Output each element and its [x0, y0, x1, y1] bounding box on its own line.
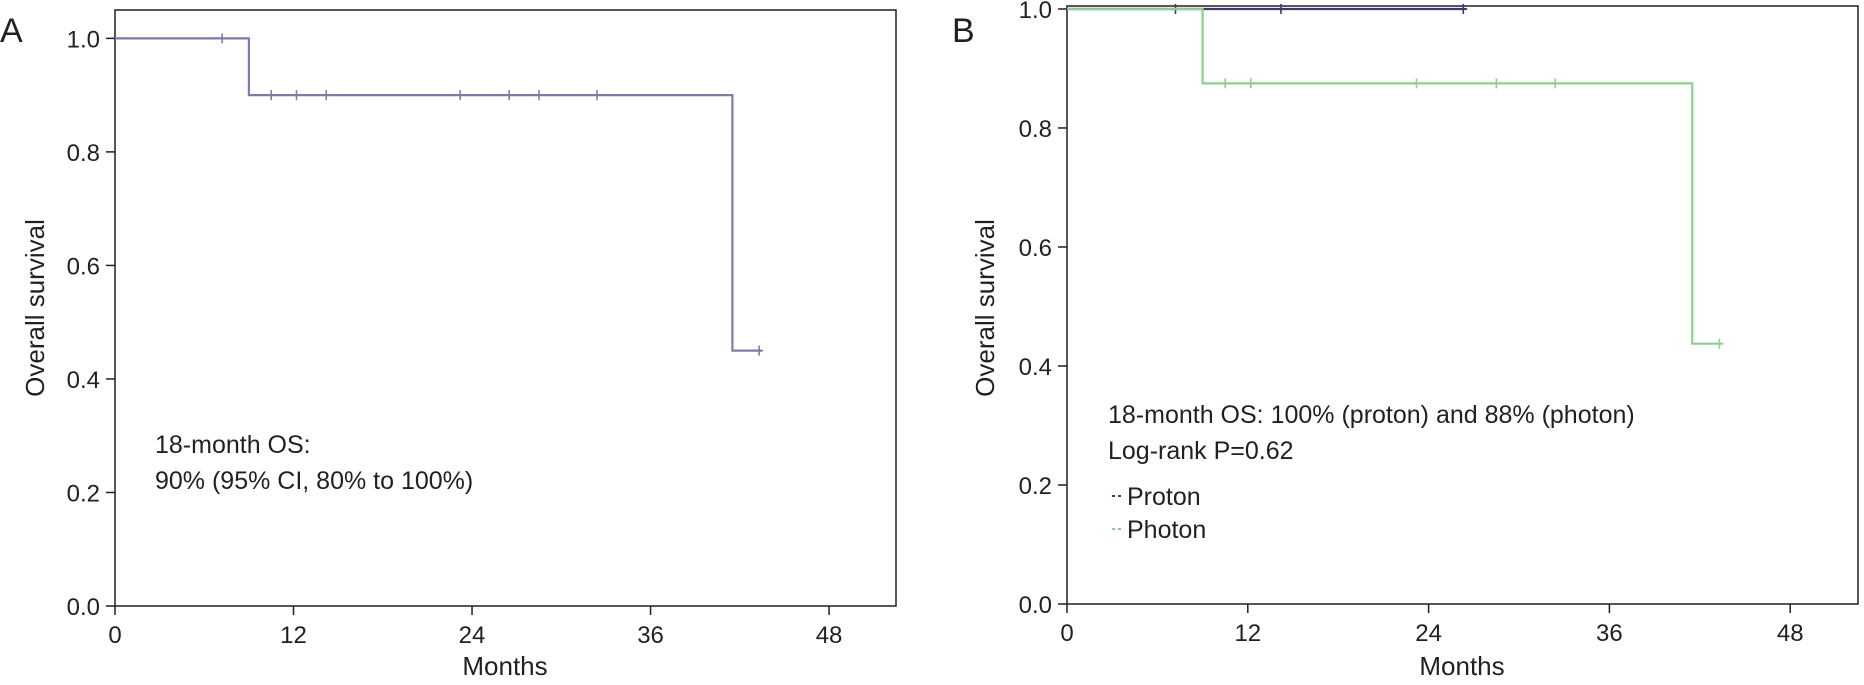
panel-a: A 0 12 24 36 48 0.0 0.2 0.4 0.6 0.8 1.0 Months Ove…: [0, 9, 897, 681]
axes-b: 0 12 24 36 48 0.0 0.2 0.4 0.6 0.8 1.0: [1019, 0, 1804, 647]
y-tick-label: 0.4: [67, 367, 100, 394]
annotation-a-line1: 18-month OS:: [155, 431, 311, 459]
y-tick-label: 0.2: [1019, 473, 1052, 500]
annotation-b-line1: 18-month OS: 100% (proton) and 88% (phot…: [1108, 401, 1635, 429]
y-tick-label: 0.8: [67, 140, 100, 167]
x-tick-label: 24: [1415, 620, 1442, 647]
x-axis-label-a: Months: [462, 651, 547, 680]
y-tick-label: 1.0: [67, 26, 100, 53]
survival-curve-a-0: [115, 37, 763, 352]
x-axis-label-b: Months: [1419, 651, 1504, 680]
annotation-b-line2: Log-rank P=0.62: [1108, 437, 1294, 465]
legend-label-proton: Proton: [1127, 483, 1201, 511]
x-tick-label: 12: [280, 622, 307, 649]
legend: Proton Photon: [1112, 483, 1206, 544]
x-tick-label: 48: [1777, 620, 1804, 647]
x-tick-label: 48: [816, 622, 843, 649]
panel-label-b: B: [952, 12, 975, 50]
survival-curve-b-1: [1067, 7, 1723, 345]
y-tick-label: 0.0: [1019, 592, 1052, 619]
y-axis-label-b: Overall survival: [970, 219, 1000, 397]
y-tick-label: 0.4: [1019, 354, 1052, 381]
y-axis-label-a: Overall survival: [20, 219, 50, 397]
annotation-a-line2: 90% (95% CI, 80% to 100%): [155, 467, 473, 495]
x-tick-label: 0: [1060, 620, 1073, 647]
curves-b: [1067, 3, 1724, 349]
y-tick-label: 0.0: [67, 594, 100, 621]
x-tick-label: 36: [1596, 620, 1623, 647]
y-tick-label: 0.8: [1019, 116, 1052, 143]
y-tick-label: 0.2: [67, 480, 100, 507]
panel-b: B 0 12 24 36 48 0.0 0.2 0.4 0.6 0.8 1.0 Months Ove…: [952, 0, 1859, 681]
x-tick-label: 0: [108, 622, 121, 649]
y-tick-label: 0.6: [1019, 235, 1052, 262]
x-tick-label: 24: [459, 622, 486, 649]
x-tick-label: 12: [1234, 620, 1261, 647]
plot-frame-a: [114, 9, 897, 607]
curves-a: [115, 33, 764, 356]
y-tick-label: 1.0: [1019, 0, 1052, 24]
x-tick-label: 36: [637, 622, 664, 649]
plot-frame-b: [1066, 5, 1859, 605]
axes-a: 0 12 24 36 48 0.0 0.2 0.4 0.6 0.8 1.0: [67, 26, 843, 649]
y-tick-label: 0.6: [67, 253, 100, 280]
panel-label-a: A: [0, 12, 23, 50]
legend-label-photon: Photon: [1127, 516, 1206, 544]
